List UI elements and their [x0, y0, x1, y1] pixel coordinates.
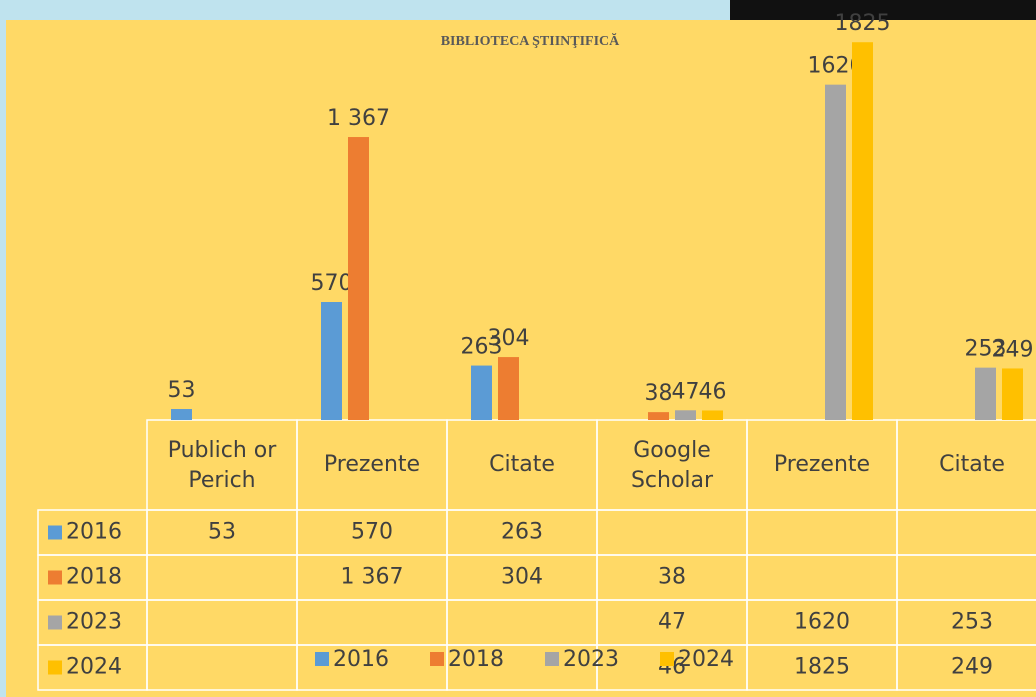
legend-swatch	[660, 652, 674, 666]
data-label: 249	[992, 337, 1034, 362]
data-label: 304	[488, 326, 530, 351]
x-tick-label: Prezente	[324, 452, 420, 477]
legend-label: 2018	[448, 647, 504, 672]
legend-label: 2016	[333, 647, 389, 672]
bar	[321, 302, 342, 420]
table-value: 253	[951, 610, 993, 635]
cropped-header	[730, 0, 1036, 20]
row-header: 2016	[66, 520, 122, 545]
data-label: 253	[965, 337, 1007, 362]
table-value: 263	[501, 520, 543, 545]
table-value: 53	[208, 520, 236, 545]
row-header: 2023	[66, 610, 122, 635]
bar	[675, 410, 696, 420]
bar	[171, 409, 192, 420]
legend-swatch	[48, 660, 62, 675]
legend-swatch	[545, 652, 559, 666]
legend-swatch	[48, 570, 62, 585]
legend-label: 2024	[678, 647, 734, 672]
legend-swatch	[315, 652, 329, 666]
legend-swatch	[48, 525, 62, 540]
bar	[1002, 368, 1023, 420]
table-cell	[37, 644, 148, 691]
table-value: 47	[658, 610, 686, 635]
x-tick-label: Citate	[939, 452, 1005, 477]
chart-area	[6, 20, 1036, 697]
bar	[471, 365, 492, 420]
bar	[852, 42, 873, 420]
bar	[825, 84, 846, 420]
data-label: 53	[168, 378, 196, 403]
row-header: 2018	[66, 565, 122, 590]
bar	[975, 367, 996, 420]
table-value: 249	[951, 655, 993, 680]
table-value: 304	[501, 565, 543, 590]
table-value: 1825	[794, 655, 850, 680]
data-label: 1825	[835, 11, 891, 36]
chart-title: BIBLIOTECA ŞTIINŢIFICĂ	[441, 32, 620, 49]
x-tick-label: Prezente	[774, 452, 870, 477]
row-header: 2024	[66, 655, 122, 680]
legend-swatch	[48, 615, 62, 630]
data-label: 46	[699, 379, 727, 404]
x-tick-label: Publich or Perich	[168, 438, 278, 493]
bar	[648, 412, 669, 420]
x-tick-label: Google Scholar	[631, 438, 714, 493]
data-label: 570	[311, 271, 353, 296]
data-label: 1 367	[327, 106, 390, 131]
table-value: 1620	[794, 610, 850, 635]
bar	[348, 137, 369, 420]
bar	[498, 357, 519, 420]
data-label: 38	[645, 381, 673, 406]
table-cell	[896, 644, 1036, 691]
legend-label: 2023	[563, 647, 619, 672]
data-label: 263	[461, 335, 503, 360]
table-value: 1 367	[341, 565, 404, 590]
table-value: 570	[351, 520, 393, 545]
legend-swatch	[430, 652, 444, 666]
table-value: 38	[658, 565, 686, 590]
data-label: 47	[672, 379, 700, 404]
x-tick-label: Citate	[489, 452, 555, 477]
bar	[702, 410, 723, 420]
